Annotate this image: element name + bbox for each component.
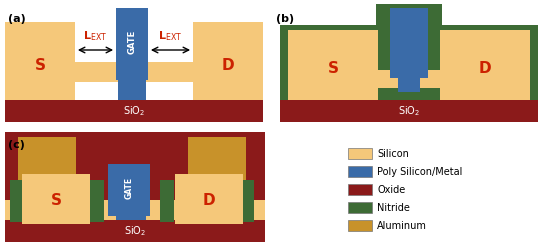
Bar (10, 180, 22, 222)
Bar (278, 5, 543, 123)
Text: Oxide: Oxide (377, 185, 405, 194)
Text: SiO$_2$: SiO$_2$ (398, 104, 420, 118)
Text: Nitride: Nitride (377, 202, 410, 212)
Bar (5, 62, 263, 82)
Bar (348, 202, 372, 213)
Text: D: D (203, 192, 215, 207)
Bar (22, 174, 90, 224)
Bar (108, 164, 150, 216)
Bar (5, 200, 265, 220)
Text: S: S (327, 61, 338, 75)
Bar (188, 137, 246, 187)
Bar (426, 25, 538, 100)
Text: SiO$_2$: SiO$_2$ (124, 224, 146, 238)
Text: (a): (a) (8, 14, 26, 24)
Text: Silicon: Silicon (377, 148, 409, 159)
Text: L$_{\mathsf{EXT}}$: L$_{\mathsf{EXT}}$ (158, 29, 182, 43)
Text: S: S (51, 192, 62, 207)
Bar (280, 65, 538, 100)
Bar (116, 200, 146, 220)
Text: (c): (c) (8, 140, 25, 150)
Bar (242, 180, 254, 222)
Bar (280, 100, 538, 122)
Text: D: D (478, 61, 491, 75)
Bar (5, 22, 75, 100)
Bar (160, 180, 174, 222)
Bar (118, 80, 146, 100)
Bar (18, 137, 76, 187)
Text: L$_{\mathsf{EXT}}$: L$_{\mathsf{EXT}}$ (83, 29, 107, 43)
Bar (398, 70, 420, 92)
Bar (90, 180, 104, 222)
Bar (288, 30, 378, 100)
Text: D: D (222, 58, 234, 72)
Bar (116, 8, 148, 80)
Bar (280, 25, 392, 100)
Bar (376, 4, 442, 65)
Bar (2, 5, 267, 123)
Bar (5, 100, 263, 122)
Bar (440, 30, 530, 100)
Text: SiO$_2$: SiO$_2$ (123, 104, 145, 118)
Bar (5, 132, 265, 242)
Bar (348, 184, 372, 195)
Bar (193, 22, 263, 100)
Bar (348, 220, 372, 231)
Text: GATE: GATE (128, 30, 136, 54)
Bar (288, 70, 528, 88)
Text: Poly Silicon/Metal: Poly Silicon/Metal (377, 167, 463, 177)
Text: GATE: GATE (124, 177, 134, 199)
Bar (5, 220, 265, 242)
Text: (b): (b) (276, 14, 294, 24)
Bar (390, 8, 428, 78)
Text: S: S (35, 58, 46, 72)
Text: Aluminum: Aluminum (377, 221, 427, 231)
Bar (348, 148, 372, 159)
Bar (175, 174, 243, 224)
Bar (348, 166, 372, 177)
